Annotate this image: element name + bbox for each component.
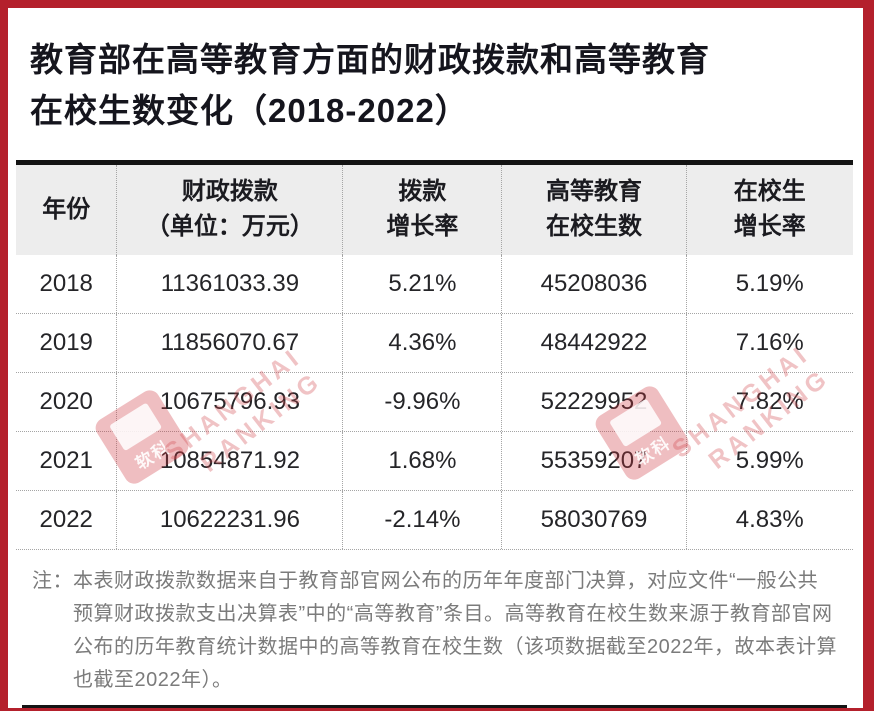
cell-funding-growth: 1.68% [342, 432, 501, 491]
table-row: 2018 11361033.39 5.21% 45208036 5.19% [16, 255, 853, 315]
cell-students-growth: 5.99% [685, 432, 853, 491]
table-row: 2022 10622231.96 -2.14% 58030769 4.83% [16, 491, 853, 551]
cell-funding-growth: 5.21% [342, 255, 501, 314]
cell-funding: 11361033.39 [116, 255, 342, 314]
page-title-line2: 在校生数变化（2018-2022） [30, 92, 469, 130]
cell-year: 2019 [39, 329, 93, 357]
cell-year: 2021 [39, 447, 93, 475]
cell-students: 45208036 [501, 255, 685, 314]
data-table: 年份 财政拨款 （单位：万元） 拨款 增长率 高等教育 在校生数 在校生 增长率… [16, 160, 853, 551]
footnote: 注： 本表财政拨款数据来自于教育部官网公布的历年年度部门决算，对应文件“一般公共… [8, 550, 863, 697]
cell-funding-growth: -9.96% [342, 373, 501, 432]
cell-students-growth: 5.19% [685, 255, 853, 314]
cell-year: 2018 [39, 270, 93, 298]
cell-students: 55359207 [501, 432, 685, 491]
cell-funding: 10675796.93 [116, 373, 342, 432]
table-row: 2019 11856070.67 4.36% 48442922 7.16% [16, 314, 853, 374]
table-row: 2020 10675796.93 -9.96% 52229952 7.82% [16, 373, 853, 433]
footnote-label: 注： [32, 570, 73, 593]
cell-year: 2020 [39, 388, 93, 416]
cell-students-growth: 7.82% [685, 373, 853, 432]
column-header-year: 年份 [42, 195, 91, 223]
cell-funding-growth: -2.14% [342, 491, 501, 550]
cell-students: 58030769 [501, 491, 685, 550]
cell-students: 52229952 [501, 373, 685, 432]
bottom-divider [22, 705, 847, 708]
footnote-text: 本表财政拨款数据来自于教育部官网公布的历年年度部门决算，对应文件“一般公共预算财… [73, 570, 837, 692]
cell-students: 48442922 [501, 314, 685, 373]
column-header-students: 高等教育 在校生数 [501, 165, 685, 256]
cell-students-growth: 7.16% [685, 314, 853, 373]
page-title-line1: 教育部在高等教育方面的财政拨款和高等教育 [30, 41, 710, 78]
column-header-funding-growth: 拨款 增长率 [342, 165, 501, 256]
column-header-funding: 财政拨款 （单位：万元） [116, 165, 342, 256]
column-header-students-growth: 在校生 增长率 [685, 165, 853, 256]
page-title: 教育部在高等教育方面的财政拨款和高等教育 在校生数变化（2018-2022） [30, 34, 841, 136]
table-header-row: 年份 财政拨款 （单位：万元） 拨款 增长率 高等教育 在校生数 在校生 增长率 [16, 160, 853, 256]
cell-students-growth: 4.83% [685, 491, 853, 550]
table-row: 2021 10854871.92 1.68% 55359207 5.99% [16, 432, 853, 492]
cell-year: 2022 [39, 506, 93, 534]
cell-funding: 10622231.96 [116, 491, 342, 550]
cell-funding: 11856070.67 [116, 314, 342, 373]
cell-funding: 10854871.92 [116, 432, 342, 491]
cell-funding-growth: 4.36% [342, 314, 501, 373]
